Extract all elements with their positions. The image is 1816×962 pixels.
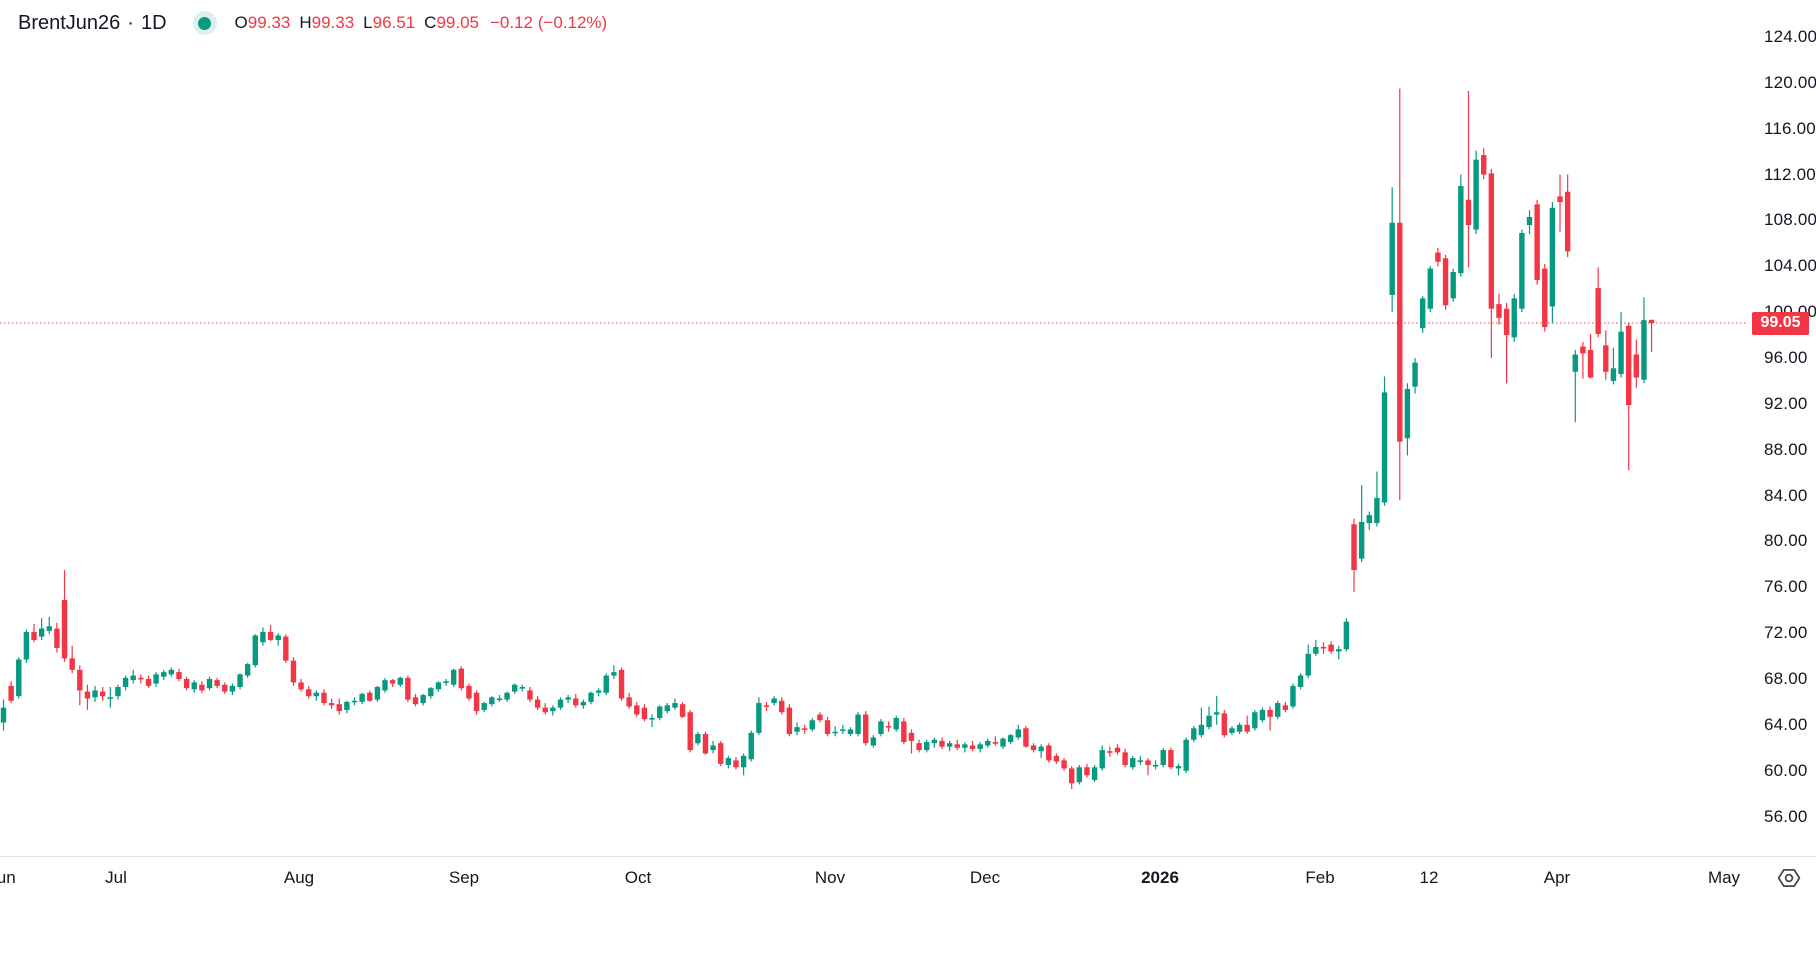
price-axis-label: 88.00 [1764,439,1808,459]
price-axis-label: 124.00 [1764,27,1816,46]
ohlc-values: O99.33 H99.33 L96.51 C99.05 [235,13,488,33]
price-axis-label: 116.00 [1764,118,1816,138]
price-axis-label: 84.00 [1764,485,1808,505]
time-axis-label: Aug [283,868,315,887]
time-axis-label: 2026 [1141,868,1179,887]
time-axis-label: Sep [448,868,480,887]
time-axis-label: Jul [105,868,127,887]
price-change: −0.12 (−0.12%) [490,13,608,32]
series-marker-dot[interactable] [192,11,217,35]
symbol-title[interactable]: BrentJun26 · 1D [18,12,167,35]
last-price-label: 99.05 [1752,311,1809,335]
price-axis-label: 80.00 [1764,531,1808,551]
time-axis-label: Feb [1305,868,1335,887]
price-axis-label: 56.00 [1764,806,1808,826]
ohlc-item: O99.33 [234,13,291,32]
ohlc-item: H99.33 [299,13,355,32]
time-axis-label: 12 [1419,868,1439,887]
time-axis-label: May [1707,868,1741,887]
time-axis-label: Dec [969,868,1001,887]
price-axis-label: 68.00 [1764,668,1808,688]
time-axis-label: Jun [0,868,16,887]
ohlc-item: C99.05 [424,13,479,32]
price-axis[interactable]: 124.00120.00116.00112.00108.00104.00100.… [1748,0,1816,852]
price-axis-label: 76.00 [1764,577,1808,597]
time-axis-label: Apr [1543,868,1571,887]
symbol-separator: · [127,11,134,34]
price-axis-label: 120.00 [1764,72,1816,92]
price-axis-label: 96.00 [1764,347,1808,367]
ohlc-item: L96.51 [363,13,416,32]
marker-dot-icon [198,16,212,30]
time-axis[interactable]: Jun Jul Aug Sep Oct Nov Dec 2026 Feb 12 Apr May [0,856,1816,907]
price-axis-label: 104.00 [1764,256,1816,276]
time-axis-label: Nov [814,868,846,887]
symbol-interval: 1D [140,11,167,34]
time-axis-label: Oct [624,868,652,887]
price-axis-label: 92.00 [1764,393,1808,413]
price-axis-label: 72.00 [1764,623,1808,643]
price-axis-label: 60.00 [1764,760,1808,780]
chart-legend: BrentJun26 · 1D O99.33 H99.33 L96.51 C99.05 −… [18,8,607,38]
gear-icon [1777,869,1801,887]
price-axis-label: 108.00 [1764,210,1816,230]
symbol-name: BrentJun26 [18,11,121,34]
axis-settings-button[interactable] [1774,863,1804,893]
price-axis-label: 112.00 [1764,164,1816,184]
price-axis-label: 64.00 [1764,714,1808,734]
